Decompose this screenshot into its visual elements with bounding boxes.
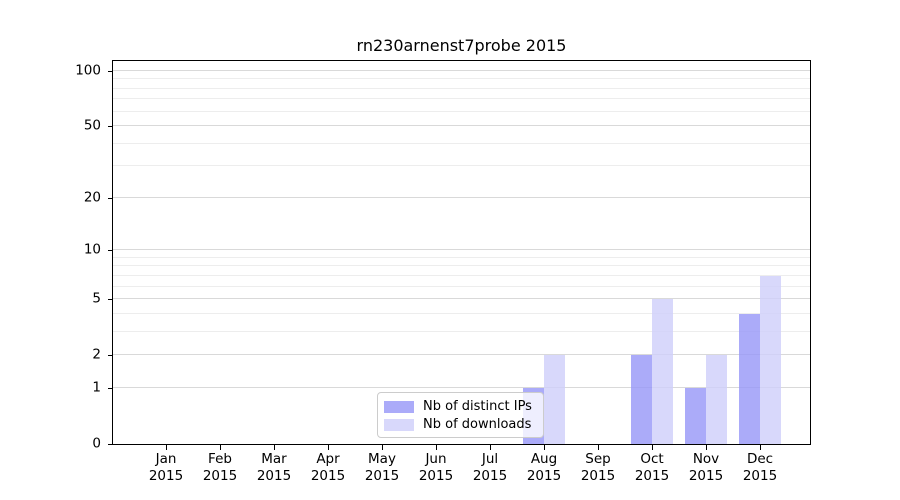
- gridline-minor: [113, 274, 810, 276]
- x-tick-mark: [274, 445, 275, 450]
- bar-nb-of-downloads-nov: [706, 355, 727, 444]
- x-tick-mark: [166, 445, 167, 450]
- legend-label-downloads: Nb of downloads: [423, 417, 532, 432]
- x-tick-label: Jun 2015: [418, 451, 454, 484]
- gridline-minor: [113, 312, 810, 314]
- y-tick-label: 0: [92, 435, 101, 452]
- y-tick-mark: [108, 197, 113, 199]
- bar-nb-of-downloads-aug: [544, 355, 565, 444]
- x-tick-label: Jul 2015: [472, 451, 508, 484]
- gridline-major: [113, 249, 810, 251]
- y-tick-mark: [108, 387, 113, 389]
- y-tick-label: 2: [92, 346, 101, 363]
- x-tick-mark: [706, 445, 707, 450]
- gridline-major: [113, 196, 810, 198]
- legend-row-distinct-ips: Nb of distinct IPs: [384, 399, 535, 414]
- gridline-minor: [113, 78, 810, 80]
- x-tick-label: Dec 2015: [742, 451, 778, 484]
- y-tick-mark: [108, 70, 113, 72]
- legend-swatch-distinct-ips: [384, 400, 414, 413]
- y-tick-label: 1: [92, 379, 101, 396]
- x-tick-label: Apr 2015: [310, 451, 346, 484]
- y-tick-mark: [108, 299, 113, 301]
- y-tick-label: 100: [75, 62, 101, 79]
- gridline-minor: [113, 98, 810, 100]
- y-tick-label: 10: [83, 241, 101, 258]
- bar-nb-of-downloads-dec: [760, 275, 781, 444]
- y-tick-label: 5: [92, 290, 101, 307]
- gridline-major: [113, 298, 810, 300]
- gridline-minor: [113, 285, 810, 287]
- y-tick-label: 20: [83, 189, 101, 206]
- x-tick-label: Sep 2015: [580, 451, 616, 484]
- plot-area: [112, 60, 811, 445]
- x-tick-label: Mar 2015: [256, 451, 292, 484]
- bar-nb-of-distinct-ips-nov: [685, 387, 706, 444]
- x-tick-label: Nov 2015: [688, 451, 724, 484]
- gridline-major: [113, 125, 810, 127]
- y-tick-mark: [108, 444, 113, 445]
- legend-swatch-downloads: [384, 418, 414, 431]
- y-tick-mark: [108, 250, 113, 252]
- x-tick-mark: [652, 445, 653, 450]
- gridline-major: [113, 69, 810, 71]
- x-tick-mark: [220, 445, 221, 450]
- gridline-minor: [113, 165, 810, 167]
- x-tick-mark: [598, 445, 599, 450]
- bar-nb-of-distinct-ips-oct: [631, 355, 652, 444]
- legend: Nb of distinct IPs Nb of downloads: [377, 392, 544, 438]
- bar-nb-of-distinct-ips-dec: [739, 313, 760, 444]
- gridline-minor: [113, 256, 810, 258]
- gridline-minor: [113, 142, 810, 144]
- y-tick-mark: [108, 355, 113, 357]
- x-tick-label: Jan 2015: [148, 451, 184, 484]
- x-tick-label: Feb 2015: [202, 451, 238, 484]
- legend-label-distinct-ips: Nb of distinct IPs: [423, 399, 532, 414]
- chart-title: rn230arnenst7probe 2015: [356, 36, 567, 55]
- x-tick-mark: [760, 445, 761, 450]
- gridline-major: [113, 386, 810, 388]
- y-tick-mark: [108, 126, 113, 128]
- x-tick-mark: [490, 445, 491, 450]
- x-tick-label: Aug 2015: [526, 451, 562, 484]
- gridline-major: [113, 354, 810, 356]
- y-tick-label: 50: [83, 117, 101, 134]
- x-tick-mark: [328, 445, 329, 450]
- x-tick-label: May 2015: [364, 451, 400, 484]
- gridline-minor: [113, 265, 810, 267]
- x-tick-mark: [436, 445, 437, 450]
- bar-nb-of-downloads-oct: [652, 299, 673, 444]
- legend-row-downloads: Nb of downloads: [384, 417, 535, 432]
- x-tick-mark: [382, 445, 383, 450]
- x-tick-mark: [544, 445, 545, 450]
- gridline-minor: [113, 330, 810, 332]
- x-tick-label: Oct 2015: [634, 451, 670, 484]
- gridline-minor: [113, 110, 810, 112]
- gridline-minor: [113, 87, 810, 89]
